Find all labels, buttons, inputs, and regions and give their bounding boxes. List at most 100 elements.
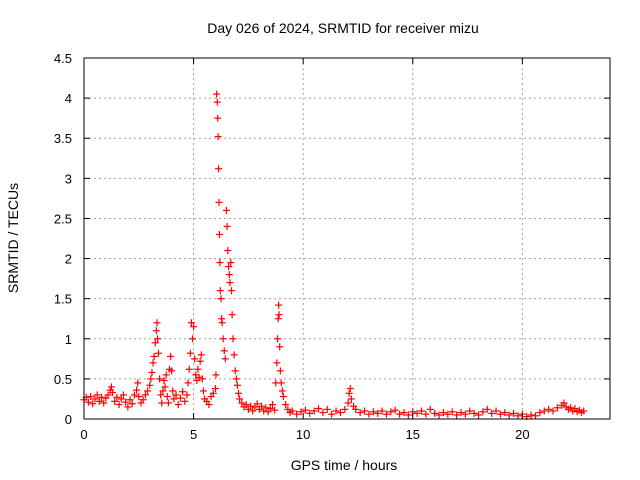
x-tick-label: 5 xyxy=(190,427,197,442)
x-tick-label: 0 xyxy=(80,427,87,442)
data-point xyxy=(167,352,175,360)
data-point xyxy=(209,389,217,397)
data-point xyxy=(228,311,236,319)
data-point xyxy=(231,367,239,375)
y-tick-label: 1 xyxy=(65,332,72,347)
grid-lines xyxy=(84,58,610,419)
data-point xyxy=(422,410,430,418)
data-point xyxy=(188,335,196,343)
data-point xyxy=(227,287,235,295)
data-point xyxy=(279,393,287,401)
data-point xyxy=(278,387,286,395)
data-point xyxy=(194,365,202,373)
data-point xyxy=(505,411,513,419)
data-point xyxy=(404,411,412,419)
data-point xyxy=(168,367,176,375)
data-point xyxy=(214,133,222,141)
data-point xyxy=(222,206,230,214)
data-point xyxy=(89,400,97,408)
y-axis-ticks: 0 0.5 1 1.5 2 2.5 3 3.5 4 4.5 xyxy=(54,51,610,427)
data-point xyxy=(306,409,314,417)
data-point xyxy=(418,407,426,415)
data-point xyxy=(492,407,500,415)
data-point xyxy=(126,396,134,404)
data-point xyxy=(158,399,166,407)
data-point xyxy=(84,398,92,406)
data-point xyxy=(238,399,246,407)
data-point xyxy=(297,408,305,416)
data-point xyxy=(119,391,127,399)
data-point xyxy=(475,411,482,419)
data-point xyxy=(310,407,318,415)
data-point xyxy=(276,367,284,375)
data-point xyxy=(365,410,373,418)
data-point xyxy=(155,349,163,357)
data-point xyxy=(233,381,241,389)
data-point xyxy=(224,247,232,255)
data-point xyxy=(146,381,154,389)
data-point xyxy=(274,315,282,323)
data-point xyxy=(271,406,279,414)
data-point xyxy=(170,395,178,403)
data-point xyxy=(527,411,535,419)
y-tick-label: 3.5 xyxy=(54,131,72,146)
data-point xyxy=(319,409,327,417)
data-point xyxy=(152,327,160,335)
data-point xyxy=(160,376,168,384)
data-point xyxy=(179,388,187,396)
data-point xyxy=(213,98,221,106)
data-point xyxy=(457,409,465,417)
data-point xyxy=(219,335,227,343)
data-point xyxy=(444,410,452,418)
data-point xyxy=(186,349,194,357)
data-point xyxy=(378,407,386,415)
data-point xyxy=(157,391,165,399)
data-point xyxy=(275,311,283,319)
data-point xyxy=(435,411,443,419)
data-point xyxy=(466,407,474,415)
data-point xyxy=(221,355,229,363)
y-tick-label: 4.5 xyxy=(54,51,72,66)
data-point xyxy=(215,198,223,206)
data-point xyxy=(226,279,234,287)
data-point xyxy=(413,409,421,417)
data-point xyxy=(553,404,561,412)
data-point xyxy=(536,409,544,417)
data-point xyxy=(230,351,238,359)
data-point xyxy=(162,371,170,379)
data-point xyxy=(135,393,143,401)
x-axis-label: GPS time / hours xyxy=(291,457,398,473)
y-tick-label: 2 xyxy=(65,252,72,267)
data-point xyxy=(93,391,101,399)
data-point xyxy=(369,408,377,416)
data-point xyxy=(191,355,199,363)
data-point xyxy=(262,404,270,412)
data-point xyxy=(483,405,491,413)
data-point xyxy=(510,409,518,417)
data-point xyxy=(108,389,116,397)
data-point xyxy=(215,230,223,238)
data-point xyxy=(205,401,213,409)
data-point xyxy=(356,409,364,417)
data-point xyxy=(139,396,147,404)
y-tick-label: 1.5 xyxy=(54,292,72,307)
data-point xyxy=(181,397,189,405)
data-point xyxy=(225,263,233,271)
data-point xyxy=(274,335,282,343)
data-point xyxy=(288,407,296,415)
data-point xyxy=(117,395,125,403)
data-point xyxy=(187,319,195,327)
data-point xyxy=(159,387,167,395)
data-point xyxy=(195,373,203,381)
data-point xyxy=(225,271,233,279)
data-point xyxy=(545,405,553,413)
y-tick-label: 0.5 xyxy=(54,372,72,387)
data-point xyxy=(347,395,355,403)
data-point xyxy=(336,409,344,417)
data-point xyxy=(345,389,353,397)
data-point xyxy=(282,401,290,409)
data-point xyxy=(273,359,281,367)
x-tick-label: 20 xyxy=(515,427,529,442)
data-point xyxy=(247,402,255,410)
